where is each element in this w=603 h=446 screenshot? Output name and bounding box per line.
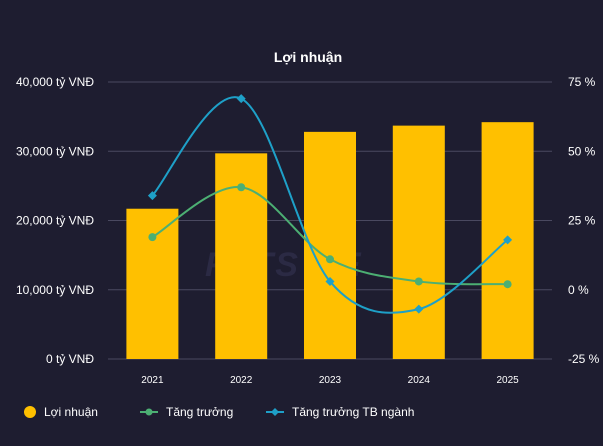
point-2025 [503, 280, 512, 289]
x-tick-label: 2021 [141, 375, 164, 386]
bar-2024 [392, 125, 445, 359]
legend-label: Tăng trưởng TB ngành [292, 405, 414, 419]
x-tick-label: 2022 [230, 375, 253, 386]
point-2022 [237, 183, 246, 192]
y-axis-left: 0 tỷ VNĐ 10,000 tỷ VNĐ 20,000 tỷ VNĐ 30,000… [16, 75, 94, 366]
y-axis-right: -25 % 0 % 25 % 50 % 75 % [568, 75, 600, 366]
y-right-tick-label: 0 % [568, 283, 589, 297]
legend-point-marker [271, 408, 279, 416]
point-2024 [414, 304, 424, 314]
point-2022 [236, 94, 246, 104]
x-tick-label: 2023 [319, 375, 342, 386]
x-tick-label: 2024 [408, 375, 431, 386]
legend-item[interactable]: Tăng trưởng TB ngành [266, 405, 414, 419]
legend-item[interactable]: Tăng trưởng [140, 405, 233, 419]
y-left-tick-label: 20,000 tỷ VNĐ [16, 214, 94, 228]
line-series-1 [147, 94, 513, 314]
y-right-tick-label: -25 % [568, 352, 600, 366]
legend-point-marker [145, 408, 153, 416]
series-line [151, 96, 509, 314]
y-right-tick-label: 25 % [568, 214, 596, 228]
point-2025 [503, 235, 513, 245]
legend-item[interactable]: Lợi nhuận [24, 405, 98, 419]
y-left-tick-label: 40,000 tỷ VNĐ [16, 75, 94, 89]
x-tick-label: 2025 [496, 375, 519, 386]
legend-bar-marker [24, 406, 36, 418]
point-2024 [414, 277, 423, 286]
bar-2021 [126, 208, 179, 359]
point-2023 [325, 276, 335, 286]
point-2021 [147, 191, 157, 201]
y-left-tick-label: 10,000 tỷ VNĐ [16, 283, 94, 297]
y-right-tick-label: 50 % [568, 144, 596, 158]
y-right-tick-label: 75 % [568, 75, 596, 89]
chart-title: Lợi nhuận [274, 49, 342, 65]
legend: Lợi nhuận Tăng trưởng Tăng trưởng TB ngành [24, 405, 414, 419]
y-left-tick-label: 30,000 tỷ VNĐ [16, 144, 94, 158]
line-series [147, 94, 513, 314]
bar-series [126, 122, 534, 359]
point-2023 [326, 255, 334, 264]
point-2021 [148, 233, 157, 242]
legend-label: Lợi nhuận [44, 405, 98, 419]
x-axis: 2021 2022 2023 2024 2025 [141, 375, 519, 386]
y-left-tick-label: 0 tỷ VNĐ [46, 352, 94, 366]
legend-label: Tăng trưởng [166, 405, 233, 419]
series-line [151, 186, 508, 286]
line-series-0 [148, 183, 512, 289]
